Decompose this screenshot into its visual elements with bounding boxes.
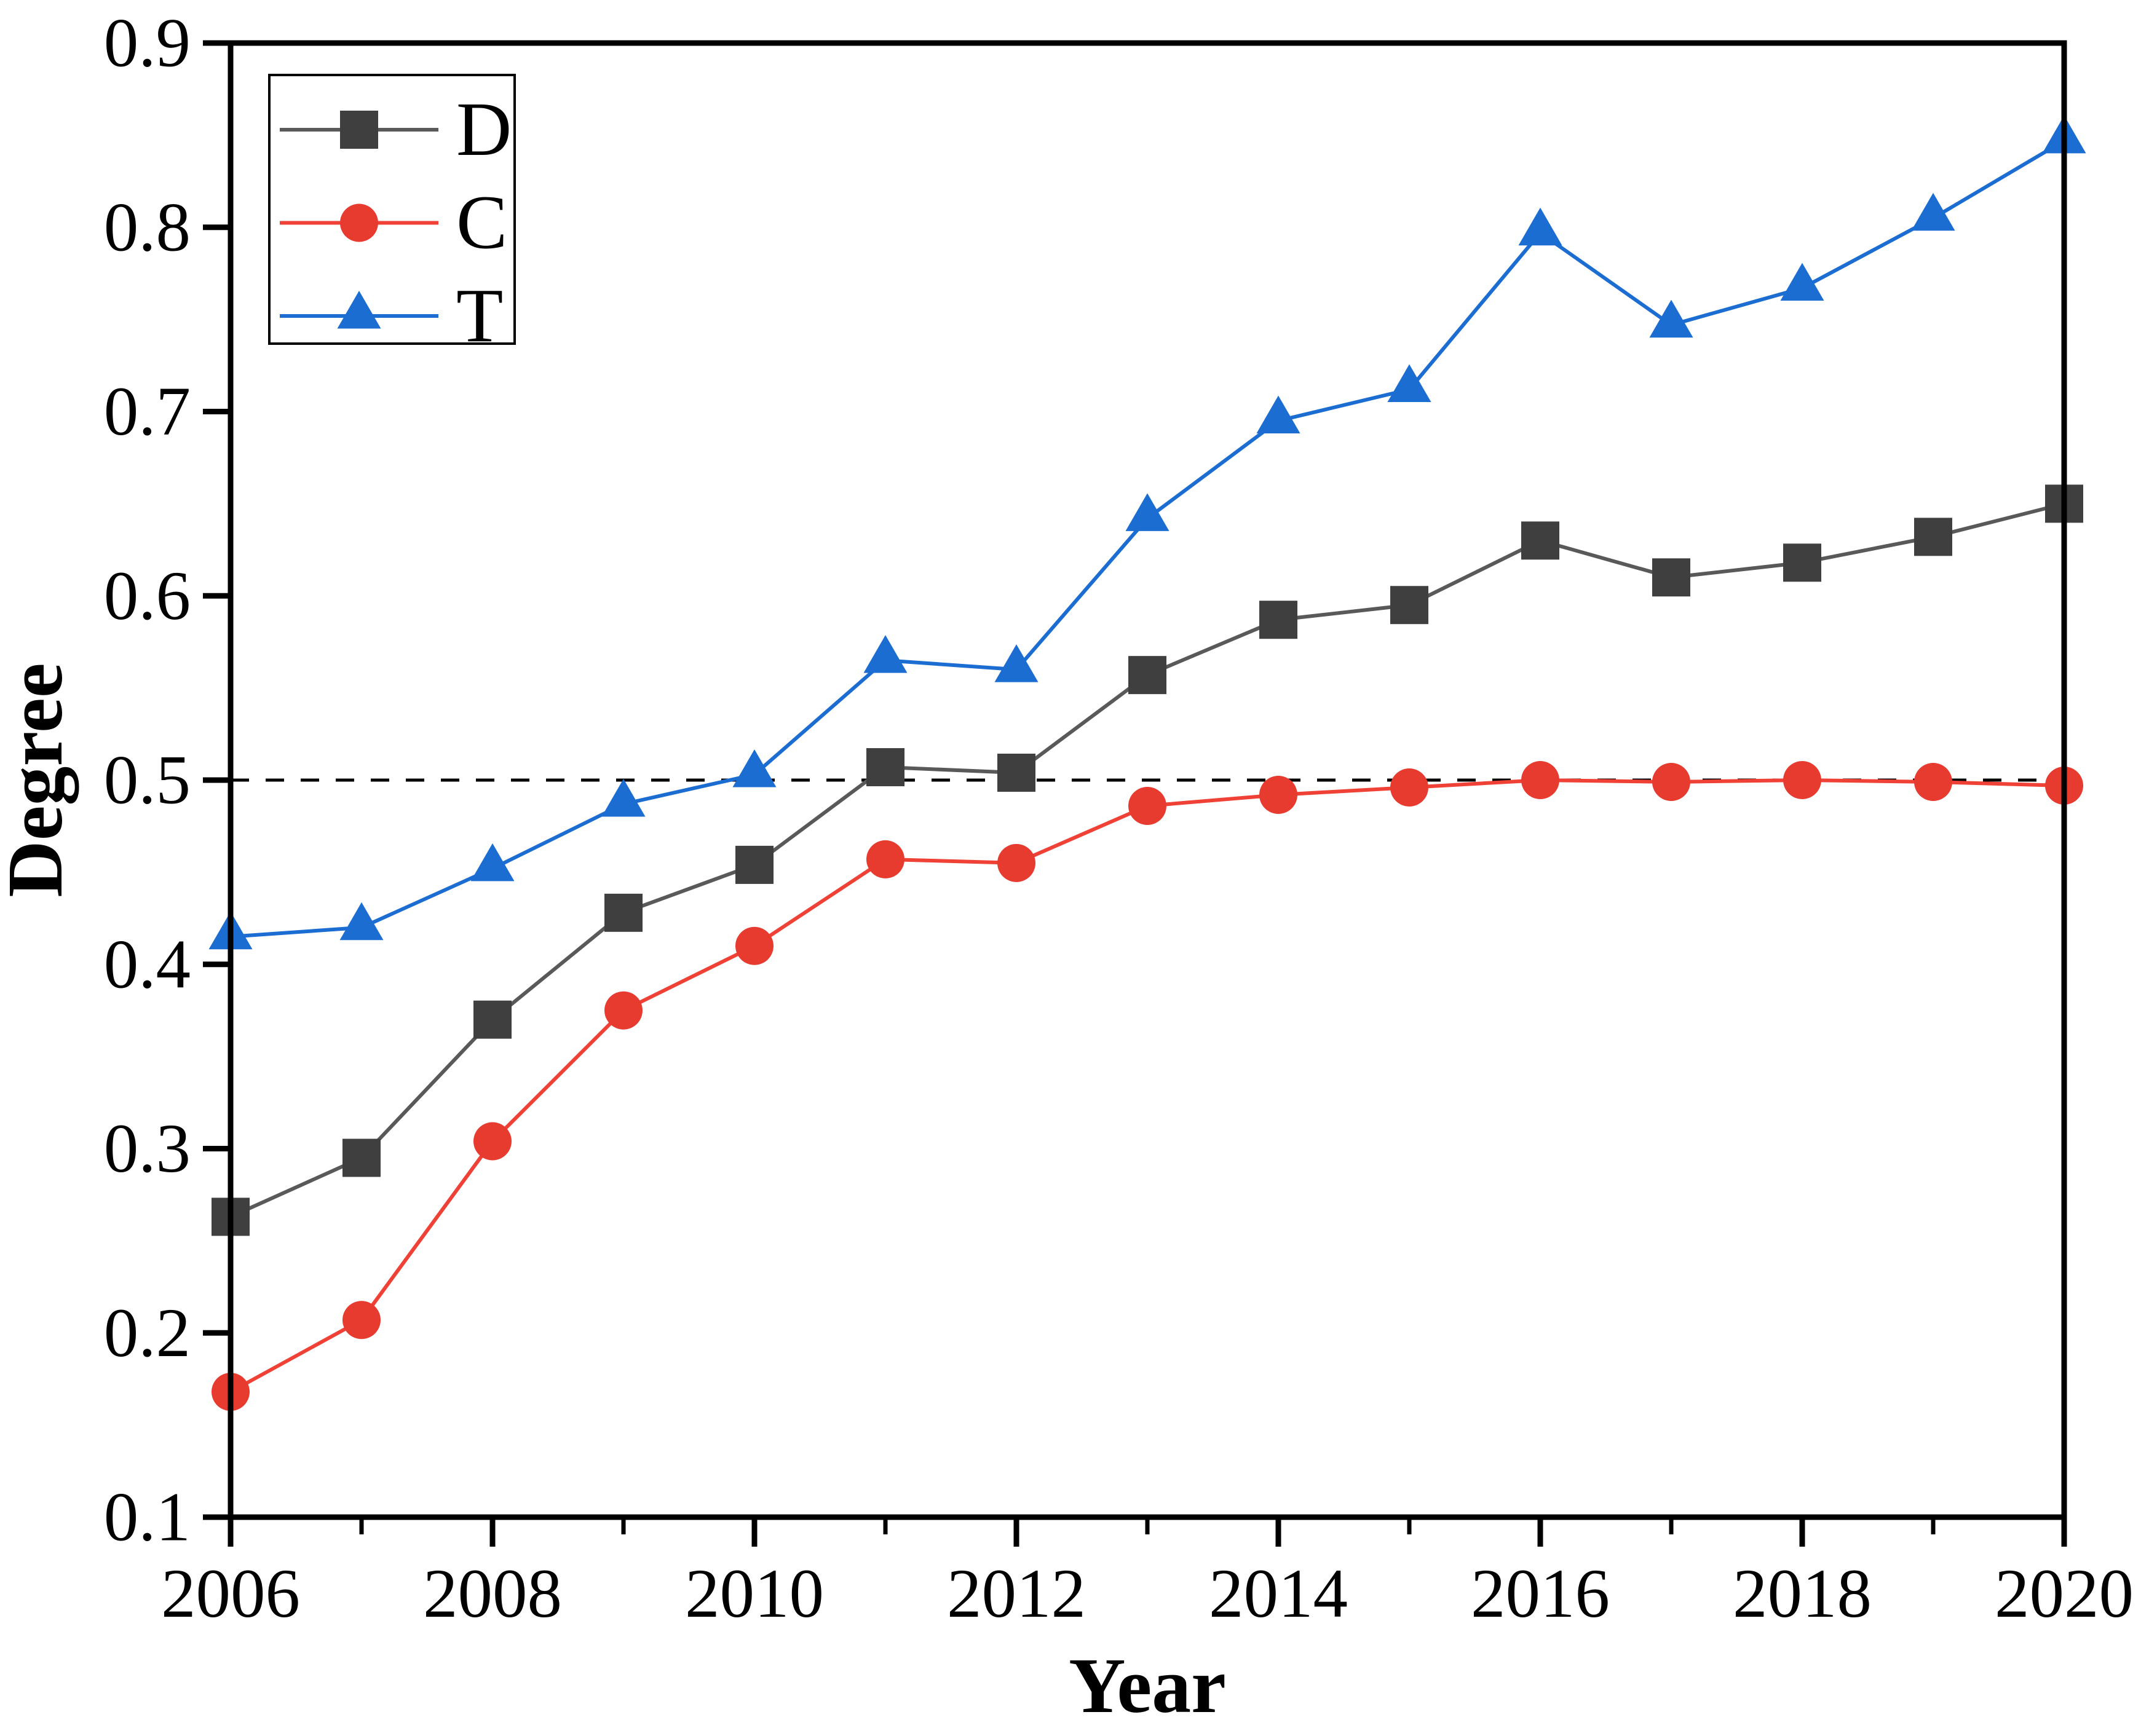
y-tick-label-0.2: 0.2	[104, 1295, 191, 1371]
series-C-point-2018	[1783, 761, 1821, 799]
series-D-point-2007	[342, 1138, 381, 1177]
y-tick-label-0.4: 0.4	[104, 926, 191, 1003]
y-tick-label-0.1: 0.1	[104, 1479, 191, 1556]
series-group	[208, 115, 2086, 1411]
legend-T-marker	[337, 291, 381, 329]
series-D-point-2019	[1914, 518, 1952, 556]
y-tick-label-0.3: 0.3	[104, 1110, 191, 1187]
series-D-point-2014	[1259, 601, 1297, 639]
series-T-point-2007	[339, 902, 384, 941]
y-tick-label-0.7: 0.7	[104, 373, 191, 450]
legend-box	[268, 74, 516, 345]
x-tick-label-2018: 2018	[1733, 1555, 1872, 1632]
legend-label-C: C	[456, 181, 507, 266]
series-D-point-2015	[1390, 586, 1428, 625]
x-tick-label-2010: 2010	[685, 1555, 824, 1632]
series-T-point-2012	[994, 644, 1039, 682]
x-tick-label-2020: 2020	[1995, 1555, 2134, 1632]
x-tick-label-2014: 2014	[1209, 1555, 1348, 1632]
series-D-point-2013	[1128, 656, 1166, 695]
series-C-point-2011	[866, 840, 904, 878]
series-T-point-2009	[601, 778, 646, 817]
series-T-point-2010	[732, 749, 777, 787]
series-D-point-2016	[1521, 521, 1559, 560]
series-T-point-2008	[470, 843, 515, 882]
x-tick-label-2006: 2006	[161, 1555, 300, 1632]
series-C-point-2010	[735, 926, 774, 965]
series-D-point-2010	[735, 845, 774, 884]
series-T-point-2014	[1256, 395, 1300, 433]
y-tick-label-0.8: 0.8	[104, 189, 191, 266]
series-C-point-2014	[1259, 775, 1297, 814]
series-C-point-2009	[604, 991, 643, 1030]
y-tick-label-0.9: 0.9	[104, 5, 191, 82]
legend-label-D: D	[456, 87, 512, 172]
series-D-point-2008	[473, 1000, 512, 1039]
series-T-point-2019	[1911, 192, 1955, 231]
series-C-point-2008	[473, 1122, 512, 1161]
series-T-point-2011	[863, 635, 908, 673]
series-D-point-2017	[1652, 558, 1690, 597]
x-tick-label-2016: 2016	[1471, 1555, 1610, 1632]
series-C-point-2015	[1390, 768, 1428, 807]
series-C-point-2016	[1521, 761, 1559, 799]
y-axis-title: Degree	[0, 663, 79, 897]
series-D-point-2018	[1783, 543, 1821, 582]
y-tick-label-0.6: 0.6	[104, 558, 191, 634]
legend-D-marker	[340, 111, 378, 149]
series-C-point-2013	[1128, 786, 1166, 825]
series-C-point-2019	[1914, 762, 1952, 801]
series-T-point-2015	[1387, 364, 1431, 403]
y-tick-label-0.5: 0.5	[104, 742, 191, 819]
legend-C-marker	[340, 203, 378, 242]
series-T-point-2018	[1780, 262, 1824, 301]
x-tick-label-2012: 2012	[947, 1555, 1086, 1632]
series-D-point-2012	[997, 754, 1035, 792]
series-T-point-2013	[1125, 493, 1169, 531]
series-C-point-2012	[997, 843, 1035, 882]
series-C-point-2017	[1652, 762, 1690, 801]
series-T-point-2017	[1649, 299, 1693, 338]
x-tick-label-2008: 2008	[423, 1555, 562, 1632]
series-T-point-2016	[1518, 207, 1562, 246]
series-D-point-2011	[866, 748, 904, 787]
x-axis-title: Year	[1069, 1642, 1226, 1729]
legend-label-T: T	[456, 274, 503, 358]
series-C-point-2007	[342, 1301, 381, 1339]
axes-group: 0.1 0.2 0.3 0.4 0.5 0.6 0.7 0.8 0.9 2006 2008 2010 2…	[104, 5, 2134, 1633]
series-D-point-2009	[604, 893, 643, 932]
legend: DCT	[268, 74, 516, 358]
